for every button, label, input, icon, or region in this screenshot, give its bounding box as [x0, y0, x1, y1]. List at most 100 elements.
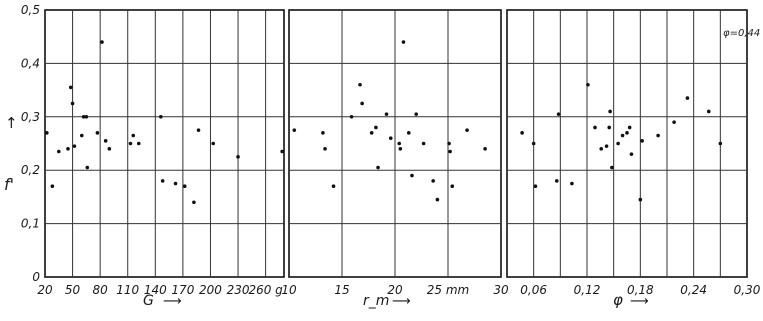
x-axis-arrow-rm: ⟶	[392, 294, 411, 309]
x-axis-arrow-g: ⟶	[163, 294, 182, 309]
panel-phi: 0,06 0,12 0,18 0,24 0,30	[506, 9, 761, 297]
data-point	[685, 96, 690, 100]
data-point	[95, 131, 100, 135]
data-point	[638, 197, 643, 202]
phi-annotation: φ=0,44	[723, 28, 760, 39]
data-point	[627, 125, 632, 130]
data-point	[192, 200, 196, 205]
data-point	[374, 125, 378, 130]
data-point	[292, 128, 297, 132]
x-tick-label: 30	[493, 283, 509, 297]
x-tick-label: 15	[334, 283, 349, 297]
data-point	[388, 136, 393, 140]
x-axis-label-g: G	[143, 293, 154, 309]
data-point	[556, 112, 561, 116]
data-point	[211, 141, 216, 146]
data-point	[450, 184, 455, 189]
data-point	[79, 133, 84, 138]
x-tick-label: 0,24	[680, 283, 707, 297]
data-point	[196, 128, 201, 132]
x-tick-label: 0,12	[574, 283, 601, 297]
data-point	[406, 131, 411, 135]
data-point	[280, 149, 284, 154]
data-point	[554, 179, 559, 183]
data-point	[160, 179, 165, 183]
data-point	[182, 184, 187, 189]
data-point	[610, 165, 614, 170]
x-tick-label: 80	[93, 283, 109, 297]
x-tick-label: 50	[65, 283, 81, 297]
data-point	[483, 147, 487, 151]
x-tick-label: 110	[116, 283, 139, 297]
data-point	[81, 115, 86, 119]
x-tick-label: 0,30	[734, 283, 761, 297]
y-tick-label: 0,4	[21, 56, 40, 70]
data-point	[410, 173, 414, 178]
data-point	[604, 144, 609, 148]
data-point	[131, 133, 136, 138]
data-point	[84, 115, 89, 119]
data-point	[607, 125, 612, 130]
data-point	[236, 155, 240, 159]
data-point	[448, 149, 452, 154]
data-point	[625, 131, 629, 135]
data-point	[421, 141, 426, 146]
y-axis-label: f'	[4, 175, 14, 194]
data-point	[706, 109, 711, 114]
data-point	[435, 197, 440, 202]
data-point	[331, 184, 336, 189]
panel-frame	[44, 9, 285, 278]
data-point	[531, 141, 536, 146]
panel-rm: 10 15 20 25 mm 30	[281, 9, 509, 297]
data-point	[593, 125, 597, 130]
data-point	[447, 141, 451, 146]
y-tick-label: 0,3	[21, 110, 40, 124]
data-point	[358, 82, 362, 87]
x-tick-label: 170	[171, 283, 194, 297]
data-point	[465, 128, 469, 132]
data-point	[629, 152, 634, 156]
data-point	[349, 115, 354, 119]
data-point	[640, 139, 644, 143]
data-point	[398, 147, 403, 151]
data-point	[520, 131, 524, 135]
x-axis-arrow-phi: ⟶	[630, 294, 649, 309]
data-point	[620, 133, 625, 138]
data-point	[586, 82, 590, 87]
x-tick-label: 25 mm	[427, 283, 469, 297]
data-point	[376, 165, 380, 170]
data-point	[384, 112, 389, 116]
x-tick-label: 20	[37, 283, 53, 297]
data-point	[50, 184, 55, 189]
data-point	[136, 141, 141, 146]
data-point	[56, 149, 61, 154]
data-point	[107, 147, 112, 151]
y-axis-arrow: ↑	[5, 114, 18, 132]
data-point	[66, 147, 70, 151]
data-point	[360, 101, 364, 106]
data-point	[70, 101, 75, 106]
x-axis-label-phi: φ	[613, 291, 623, 309]
data-point	[103, 139, 108, 143]
data-point	[173, 181, 178, 186]
data-point	[608, 109, 612, 114]
panel-frame	[506, 9, 748, 278]
data-point	[533, 184, 538, 189]
x-axis-label-rm: r_m	[363, 293, 389, 309]
x-tick-label: 0,06	[520, 283, 547, 297]
data-point	[397, 141, 402, 146]
data-point	[570, 181, 574, 186]
y-tick-label: 0,2	[21, 163, 40, 177]
x-tick-label: 260 g	[248, 283, 283, 297]
data-point	[414, 112, 419, 116]
x-tick-label: 140	[144, 283, 167, 297]
x-tick-label: 200	[199, 283, 222, 297]
data-point	[68, 85, 73, 90]
y-tick-label: 0,1	[21, 217, 40, 231]
x-tick-label: 10	[281, 283, 297, 297]
y-tick-label: 0	[32, 270, 40, 284]
data-point	[128, 141, 133, 146]
data-point	[672, 120, 676, 124]
